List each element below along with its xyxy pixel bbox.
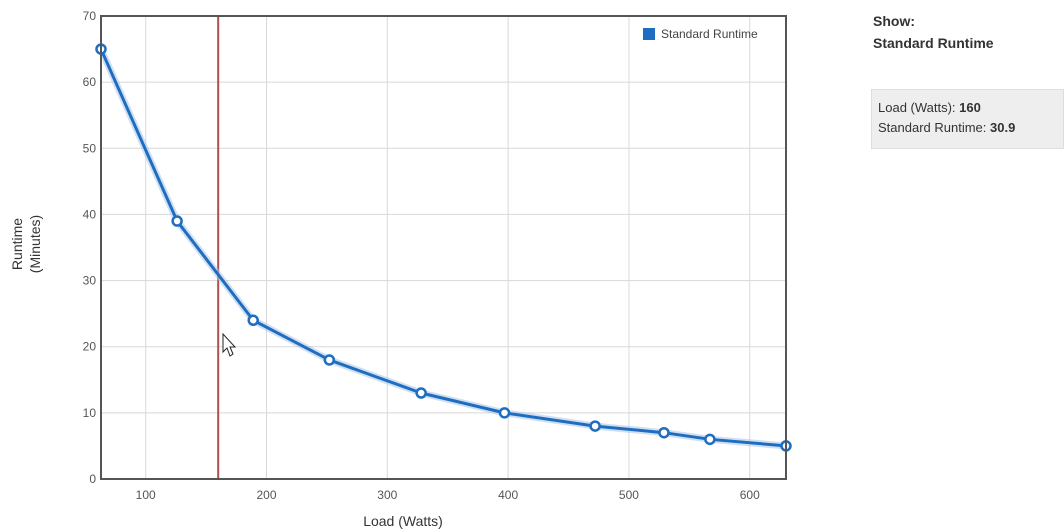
data-point[interactable] xyxy=(498,407,511,419)
grid-lines xyxy=(101,16,786,479)
load-readout-value: 160 xyxy=(959,100,981,115)
y-tick-label: 40 xyxy=(83,207,97,221)
runtime-readout: Standard Runtime: 30.9 xyxy=(878,118,1063,138)
readout-box: Load (Watts): 160 Standard Runtime: 30.9 xyxy=(871,89,1064,149)
data-point[interactable] xyxy=(171,215,183,227)
x-tick-label: 200 xyxy=(256,488,276,502)
legend[interactable]: Standard Runtime xyxy=(643,27,758,41)
y-axis-title-line1: Runtime xyxy=(9,218,25,270)
y-axis-title-line2: (Minutes) xyxy=(27,215,43,273)
data-point[interactable] xyxy=(704,433,716,446)
x-axis-title: Load (Watts) xyxy=(363,513,443,529)
legend-swatch xyxy=(643,28,655,40)
x-tick-label: 400 xyxy=(498,488,518,502)
x-tick-label: 600 xyxy=(740,488,760,502)
plot-border xyxy=(100,15,787,480)
y-tick-label: 20 xyxy=(83,340,97,354)
y-tick-label: 60 xyxy=(83,75,97,89)
y-tick-label: 30 xyxy=(83,274,97,288)
y-tick-labels: 0 10 20 30 40 50 60 70 xyxy=(83,9,97,486)
y-tick-label: 0 xyxy=(89,472,96,486)
show-label: Show: xyxy=(873,13,915,29)
y-tick-label: 70 xyxy=(83,9,97,23)
x-tick-labels: 100 200 300 400 500 600 xyxy=(136,488,760,502)
y-tick-label: 50 xyxy=(83,141,97,155)
data-point[interactable] xyxy=(415,387,427,399)
series-line xyxy=(99,48,787,448)
legend-label: Standard Runtime xyxy=(661,27,758,41)
data-point[interactable] xyxy=(323,354,336,366)
y-tick-label: 10 xyxy=(83,406,97,420)
runtime-readout-label: Standard Runtime: xyxy=(878,120,991,135)
series-selector: Show: Standard Runtime xyxy=(873,10,1064,54)
series-standard-runtime[interactable] xyxy=(95,43,792,452)
load-readout: Load (Watts): 160 xyxy=(878,98,1063,118)
load-readout-label: Load (Watts): xyxy=(878,100,960,115)
x-tick-label: 500 xyxy=(619,488,639,502)
mouse-cursor-icon xyxy=(222,332,237,357)
data-point[interactable] xyxy=(589,420,601,432)
runtime-readout-value: 30.9 xyxy=(990,120,1016,135)
x-tick-label: 100 xyxy=(136,488,156,502)
runtime-chart[interactable]: 0 10 20 30 40 50 60 70 100 200 300 400 500 600 Stand… xyxy=(0,0,860,532)
data-point[interactable] xyxy=(247,314,259,327)
data-point[interactable] xyxy=(658,426,670,439)
x-tick-label: 300 xyxy=(377,488,397,502)
show-series-option[interactable]: Standard Runtime xyxy=(873,35,994,51)
plot-background xyxy=(101,16,786,479)
